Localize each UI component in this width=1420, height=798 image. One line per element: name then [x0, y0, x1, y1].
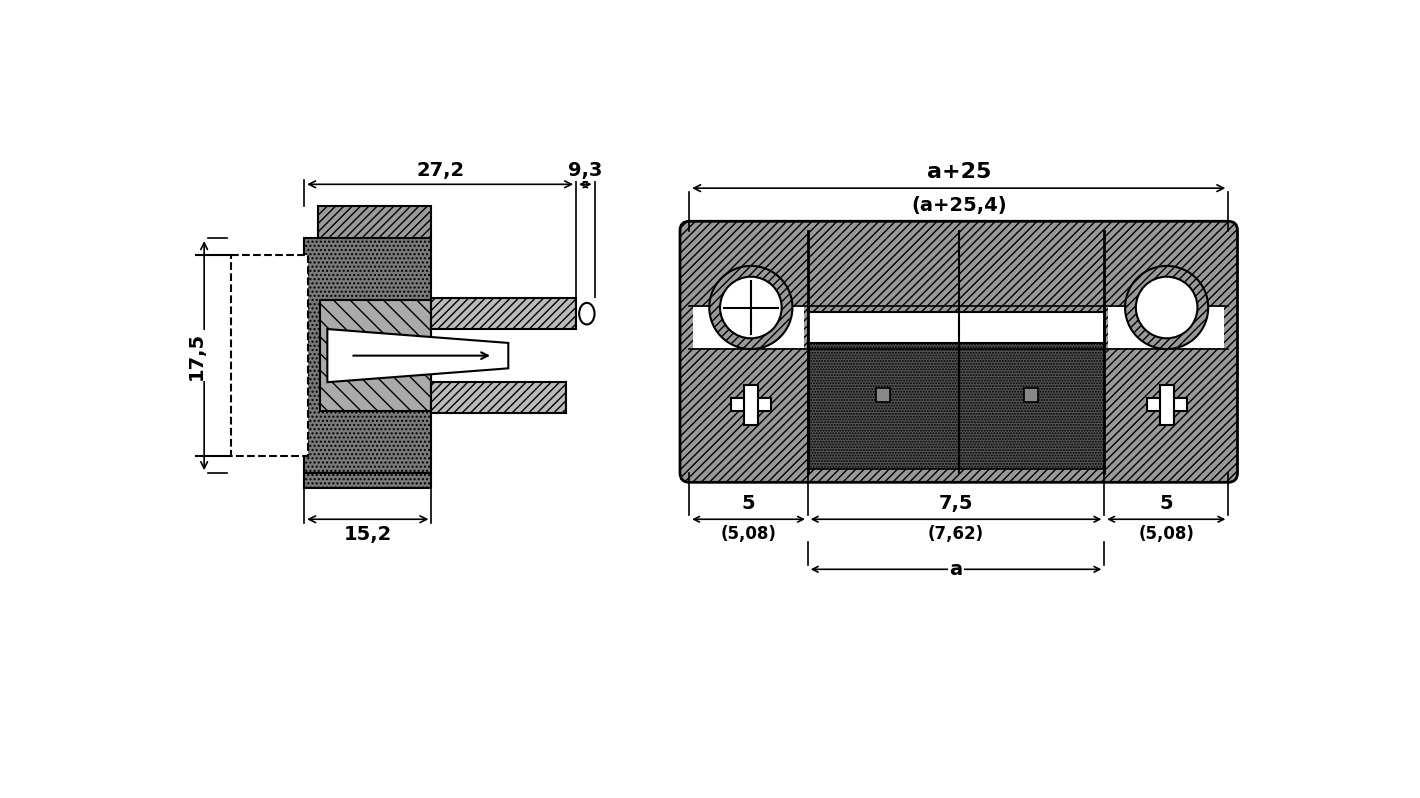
- Circle shape: [1125, 266, 1208, 349]
- Bar: [693, 306, 804, 348]
- Text: 9,3: 9,3: [568, 160, 602, 180]
- Circle shape: [1136, 277, 1197, 338]
- Text: 7,5: 7,5: [939, 494, 973, 513]
- Bar: [1160, 385, 1173, 425]
- Text: a+25: a+25: [927, 162, 991, 182]
- Bar: [432, 382, 567, 413]
- Bar: [577, 298, 606, 329]
- Text: 5: 5: [1160, 494, 1173, 513]
- Text: (5,08): (5,08): [720, 525, 777, 543]
- Bar: [320, 300, 432, 412]
- Bar: [1024, 389, 1038, 402]
- Text: (a+25,4): (a+25,4): [912, 196, 1007, 215]
- Bar: [567, 382, 596, 413]
- Bar: [318, 206, 432, 239]
- Bar: [1146, 397, 1187, 412]
- Polygon shape: [328, 329, 508, 382]
- Bar: [744, 385, 758, 425]
- Text: (5,08): (5,08): [1139, 525, 1194, 543]
- Text: 27,2: 27,2: [416, 160, 464, 180]
- Bar: [731, 397, 771, 412]
- Bar: [231, 255, 308, 456]
- Bar: [304, 239, 432, 473]
- Ellipse shape: [579, 303, 595, 325]
- Text: 5: 5: [741, 494, 755, 513]
- Bar: [432, 298, 577, 329]
- Text: 17,5: 17,5: [187, 332, 206, 380]
- Text: a: a: [950, 560, 963, 579]
- Text: (7,62): (7,62): [929, 525, 984, 543]
- Bar: [809, 312, 1103, 343]
- Bar: [1108, 306, 1224, 348]
- Text: 15,2: 15,2: [344, 525, 392, 544]
- Circle shape: [720, 277, 781, 338]
- Bar: [876, 389, 890, 402]
- Bar: [808, 322, 958, 469]
- Bar: [959, 322, 1105, 469]
- Circle shape: [709, 266, 792, 349]
- Bar: [304, 473, 432, 488]
- FancyBboxPatch shape: [680, 221, 1237, 482]
